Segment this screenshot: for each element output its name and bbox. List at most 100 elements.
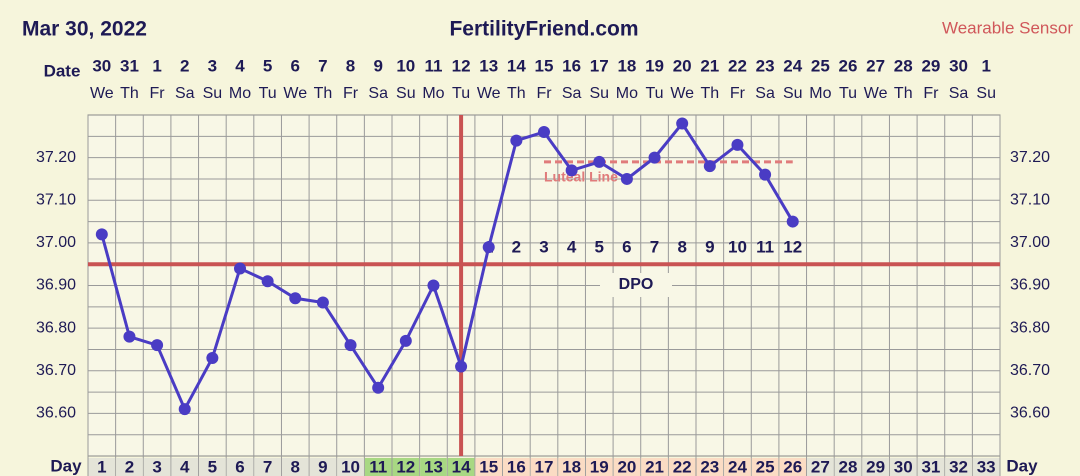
day-cell xyxy=(807,458,834,476)
date-label: 7 xyxy=(318,56,327,75)
weekday-label: Th xyxy=(314,85,333,102)
weekday-label: Fr xyxy=(730,85,746,102)
day-cell xyxy=(88,458,116,476)
weekday-label: We xyxy=(283,85,307,102)
day-cell xyxy=(889,458,917,476)
temperature-point xyxy=(482,241,495,254)
weekday-label: Th xyxy=(894,85,913,102)
chart-date: Mar 30, 2022 xyxy=(22,18,147,41)
date-label: 15 xyxy=(535,56,554,75)
dpo-number: 2 xyxy=(512,237,521,256)
weekday-label: Fr xyxy=(150,85,166,102)
weekday-label: We xyxy=(864,85,888,102)
y-tick-label: 37.00 xyxy=(1010,234,1050,251)
day-cell xyxy=(226,458,254,476)
weekday-label: Mo xyxy=(229,85,251,102)
dpo-number: 12 xyxy=(783,237,802,256)
date-label: 31 xyxy=(120,56,139,75)
y-tick-label: 37.20 xyxy=(36,149,76,166)
day-cell xyxy=(254,458,281,476)
day-number: 10 xyxy=(341,457,360,476)
y-tick-label: 36.80 xyxy=(36,319,76,336)
date-label: 1 xyxy=(981,56,990,75)
day-cell xyxy=(917,458,945,476)
date-label: 2 xyxy=(180,56,189,75)
day-number: 16 xyxy=(507,457,526,476)
weekday-label: Mo xyxy=(809,85,831,102)
temperature-point xyxy=(316,296,329,309)
date-label: 29 xyxy=(921,56,940,75)
day-cell xyxy=(724,458,751,476)
temperature-point xyxy=(427,279,440,292)
dpo-number: 9 xyxy=(705,237,714,256)
weekday-label: Sa xyxy=(175,85,195,102)
day-number: 9 xyxy=(318,457,327,476)
weekday-label: Th xyxy=(700,85,719,102)
day-number: 30 xyxy=(894,457,913,476)
day-number: 31 xyxy=(921,457,940,476)
day-cell xyxy=(834,458,862,476)
temperature-point xyxy=(178,403,191,416)
day-number: 12 xyxy=(396,457,415,476)
day-number: 4 xyxy=(180,457,190,476)
temperature-point xyxy=(565,164,578,177)
day-cell xyxy=(337,458,364,476)
temperature-point xyxy=(786,215,799,228)
weekday-label: Sa xyxy=(562,85,582,102)
day-cell xyxy=(116,458,143,476)
day-number: 3 xyxy=(152,457,161,476)
date-label: 30 xyxy=(949,56,968,75)
date-label: 21 xyxy=(700,56,719,75)
date-label: 18 xyxy=(617,56,636,75)
day-cell xyxy=(281,458,309,476)
date-label: 28 xyxy=(894,56,913,75)
temperature-point xyxy=(151,339,164,352)
day-cell xyxy=(143,458,171,476)
day-cell xyxy=(503,458,530,476)
date-label: 12 xyxy=(452,56,471,75)
temperature-point xyxy=(95,228,108,241)
y-tick-label: 37.10 xyxy=(1010,191,1050,208)
day-cell xyxy=(751,458,779,476)
dpo-number: 3 xyxy=(539,237,548,256)
temperature-point xyxy=(593,155,606,168)
day-cell xyxy=(309,458,337,476)
weekday-label: Sa xyxy=(368,85,388,102)
day-number: 13 xyxy=(424,457,443,476)
weekday-label: Th xyxy=(120,85,139,102)
day-number: 26 xyxy=(783,457,802,476)
date-label: 25 xyxy=(811,56,830,75)
day-cell xyxy=(668,458,696,476)
date-label: 23 xyxy=(756,56,775,75)
y-tick-label: 36.60 xyxy=(36,405,76,422)
temperature-point xyxy=(455,360,468,373)
weekday-label: We xyxy=(477,85,501,102)
date-label: 20 xyxy=(673,56,692,75)
weekday-label: Tu xyxy=(839,85,857,102)
weekday-label: Tu xyxy=(646,85,664,102)
source: Wearable Sensor xyxy=(942,18,1073,37)
temperature-point xyxy=(759,168,772,181)
temperature-point xyxy=(538,126,550,139)
temperature-point xyxy=(648,151,661,164)
y-tick-label: 36.90 xyxy=(36,277,76,294)
day-number: 5 xyxy=(208,457,217,476)
weekday-label: Mo xyxy=(422,85,444,102)
temperature-point xyxy=(703,160,716,173)
day-cell xyxy=(862,458,889,476)
day-number: 21 xyxy=(645,457,664,476)
luteal-label: Luteal Line xyxy=(544,169,618,185)
dpo-number: 6 xyxy=(622,237,631,256)
date-label: 19 xyxy=(645,56,664,75)
date-label: 1 xyxy=(152,56,161,75)
y-tick-label: 36.90 xyxy=(1010,277,1050,294)
day-number: 20 xyxy=(617,457,636,476)
day-number: 14 xyxy=(452,457,471,476)
temperature-line xyxy=(100,120,795,413)
temperature-point xyxy=(289,292,302,305)
day-number: 6 xyxy=(235,457,244,476)
temperature-point xyxy=(123,330,136,343)
dpo-number: 7 xyxy=(650,237,659,256)
day-number: 27 xyxy=(811,457,830,476)
day-number: 23 xyxy=(700,457,719,476)
